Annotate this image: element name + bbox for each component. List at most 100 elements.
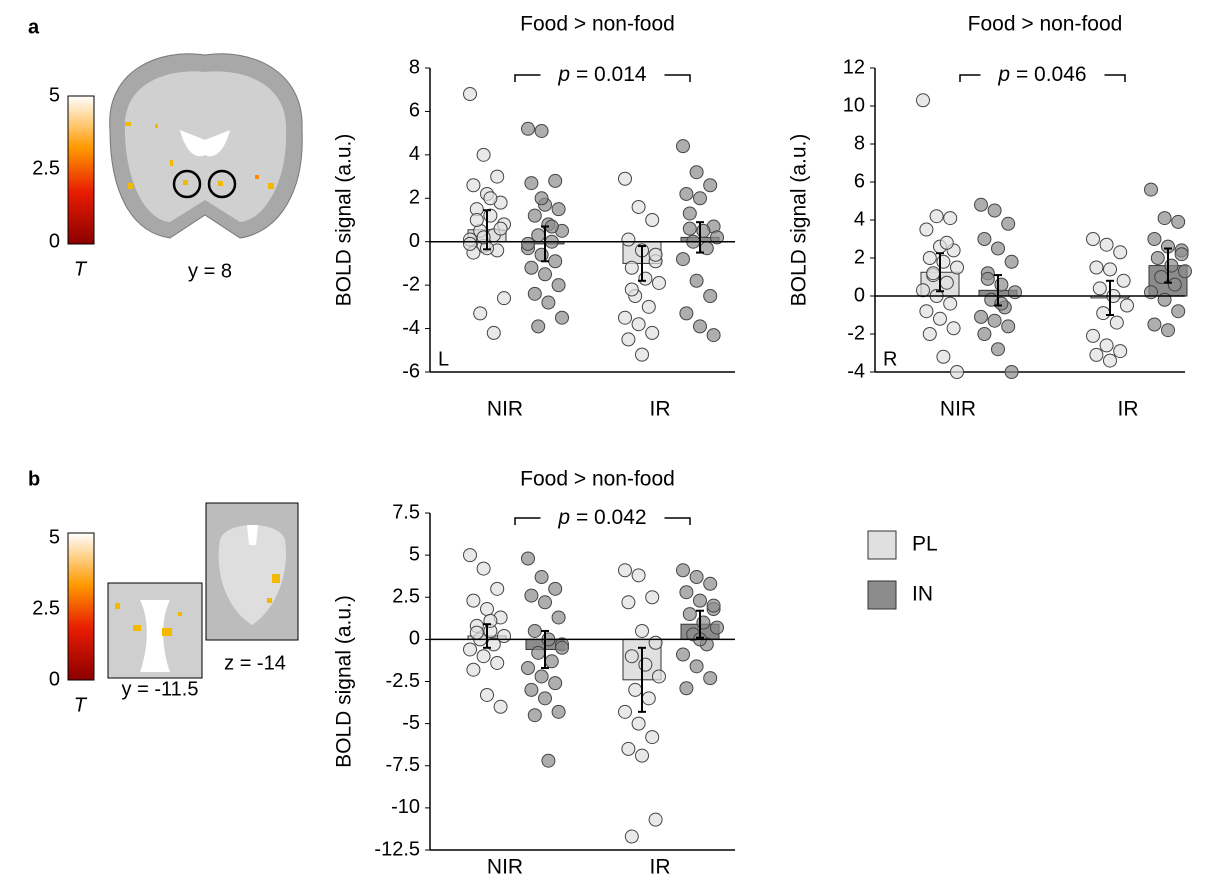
- data-point: [632, 717, 645, 730]
- data-point: [464, 549, 477, 562]
- data-point: [677, 648, 690, 661]
- data-point: [690, 660, 703, 673]
- data-point: [467, 594, 480, 607]
- data-point: [1151, 252, 1164, 265]
- y-tick-label: 4: [409, 143, 420, 165]
- chart-title: Food > non-food: [968, 13, 1123, 36]
- data-point: [690, 166, 703, 179]
- p-symbol: p: [997, 63, 1010, 86]
- data-point: [528, 709, 541, 722]
- data-point: [930, 210, 943, 223]
- data-point: [1002, 320, 1015, 333]
- panel-label: b: [28, 468, 40, 490]
- data-point: [619, 172, 632, 185]
- data-point: [988, 204, 1001, 217]
- p-value: p = 0.046: [997, 63, 1086, 86]
- hemisphere-label: L: [438, 348, 449, 370]
- data-point: [646, 731, 659, 744]
- data-point: [642, 300, 655, 313]
- data-point: [522, 552, 535, 565]
- data-point: [625, 650, 638, 663]
- data-point: [1165, 259, 1178, 272]
- data-point: [975, 198, 988, 211]
- data-point: [532, 646, 545, 659]
- data-point: [1172, 305, 1185, 318]
- data-point: [940, 236, 953, 249]
- data-point: [525, 177, 538, 190]
- data-point: [690, 571, 703, 584]
- data-point: [978, 328, 991, 341]
- y-tick-label: 6: [409, 100, 420, 122]
- data-point: [1162, 324, 1175, 337]
- data-point: [522, 122, 535, 135]
- data-point: [653, 670, 666, 683]
- data-point: [653, 276, 666, 289]
- data-point: [975, 310, 988, 323]
- legend-label: IN: [912, 583, 933, 606]
- data-point: [549, 255, 562, 268]
- y-tick-label: -2: [402, 273, 420, 295]
- y-tick-label: -10: [391, 796, 420, 818]
- colorbar-tick-label: 2.5: [32, 597, 60, 619]
- data-point: [1005, 366, 1018, 379]
- y-tick-label: 6: [854, 170, 865, 192]
- data-point: [535, 248, 548, 261]
- data-point: [639, 658, 652, 671]
- data-point: [535, 124, 548, 137]
- data-point: [694, 594, 707, 607]
- data-point: [528, 209, 541, 222]
- slice-label: z = -14: [224, 652, 286, 674]
- data-point: [944, 212, 957, 225]
- y-tick-label: 12: [843, 56, 865, 78]
- data-point: [552, 705, 565, 718]
- data-point: [552, 203, 565, 216]
- x-tick-label: IR: [650, 856, 671, 879]
- y-axis-label: BOLD signal (a.u.): [333, 595, 356, 768]
- data-point: [1158, 212, 1171, 225]
- data-point: [494, 222, 507, 235]
- data-point: [542, 296, 555, 309]
- legend-swatch: [868, 581, 896, 609]
- p-symbol: p: [557, 506, 570, 529]
- data-point: [525, 261, 538, 274]
- data-point: [694, 320, 707, 333]
- data-point: [1179, 265, 1192, 278]
- data-point: [487, 326, 500, 339]
- data-point: [680, 586, 693, 599]
- data-point: [622, 233, 635, 246]
- data-point: [464, 643, 477, 656]
- data-point: [995, 278, 1008, 291]
- data-point: [951, 366, 964, 379]
- p-value: p = 0.014: [557, 63, 647, 86]
- data-point: [690, 274, 703, 287]
- data-point: [484, 192, 497, 205]
- data-point: [937, 255, 950, 268]
- data-point: [539, 596, 552, 609]
- data-point: [625, 283, 638, 296]
- y-tick-label: -2.5: [386, 670, 420, 692]
- legend-swatch: [868, 531, 896, 559]
- data-point: [646, 214, 659, 227]
- data-point: [1114, 345, 1127, 358]
- data-point: [542, 754, 555, 767]
- data-point: [1114, 246, 1127, 259]
- colorbar-tick-label: 0: [49, 230, 60, 252]
- data-point: [683, 222, 696, 235]
- data-point: [680, 307, 693, 320]
- hemisphere-label: R: [883, 348, 897, 370]
- data-point: [552, 279, 565, 292]
- y-tick-label: -12.5: [374, 838, 420, 860]
- data-point: [1002, 217, 1015, 230]
- data-point: [677, 140, 690, 153]
- data-point: [1005, 255, 1018, 268]
- data-point: [535, 571, 548, 584]
- colorbar-tick-label: 5: [49, 84, 60, 106]
- data-point: [467, 663, 480, 676]
- data-point: [556, 311, 569, 324]
- data-point: [992, 242, 1005, 255]
- data-point: [535, 192, 548, 205]
- data-point: [632, 569, 645, 582]
- data-point: [532, 320, 545, 333]
- data-point: [525, 589, 538, 602]
- data-point: [639, 272, 652, 285]
